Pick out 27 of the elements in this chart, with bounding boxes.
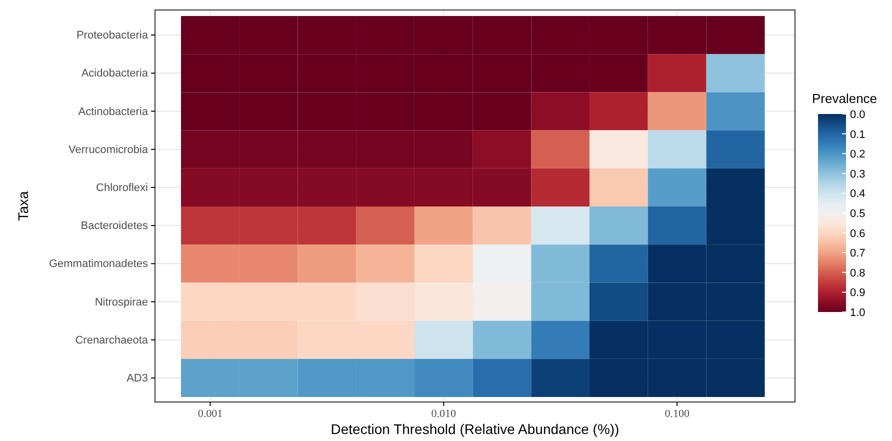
y-tick-label: Chloroflexi — [96, 182, 148, 194]
y-tick-label: Bacteroidetes — [80, 220, 148, 232]
y-axis-title: Taxa — [15, 191, 31, 221]
x-tick-label: 0.010 — [431, 408, 457, 420]
color-bar-label: 0.4 — [850, 188, 866, 200]
color-bar-label: 0.3 — [850, 168, 866, 180]
legend-title: Prevalence — [812, 91, 878, 106]
color-bar-label: 1.0 — [850, 307, 866, 319]
color-bar-label: 0.2 — [850, 148, 866, 161]
color-bar-label: 0.8 — [850, 267, 866, 280]
y-tick-label: Verrucomicrobia — [68, 144, 149, 156]
y-tick-label: Actinobacteria — [78, 106, 149, 118]
color-bar-label: 0.0 — [850, 109, 866, 121]
color-bar-label: 0.7 — [850, 248, 866, 260]
color-bar-label: 0.1 — [850, 128, 866, 141]
y-tick-label: Proteobacteria — [76, 30, 149, 42]
x-axis-title: Detection Threshold (Relative Abundance (%)) — [330, 421, 620, 437]
color-bar-label: 0.6 — [850, 228, 866, 240]
color-bar-label: 0.5 — [850, 208, 866, 220]
y-tick-label: Nitrospirae — [94, 296, 148, 308]
y-tick-label: Gemmatimonadetes — [48, 258, 148, 270]
y-tick-label: AD3 — [126, 372, 148, 384]
x-tick-label: 0.100 — [664, 408, 690, 420]
y-tick-label: Acidobacteria — [81, 68, 149, 80]
x-tick-label: 0.001 — [198, 408, 223, 420]
y-tick-label: Crenarchaeota — [75, 334, 149, 346]
color-bar-label: 0.9 — [850, 287, 866, 300]
